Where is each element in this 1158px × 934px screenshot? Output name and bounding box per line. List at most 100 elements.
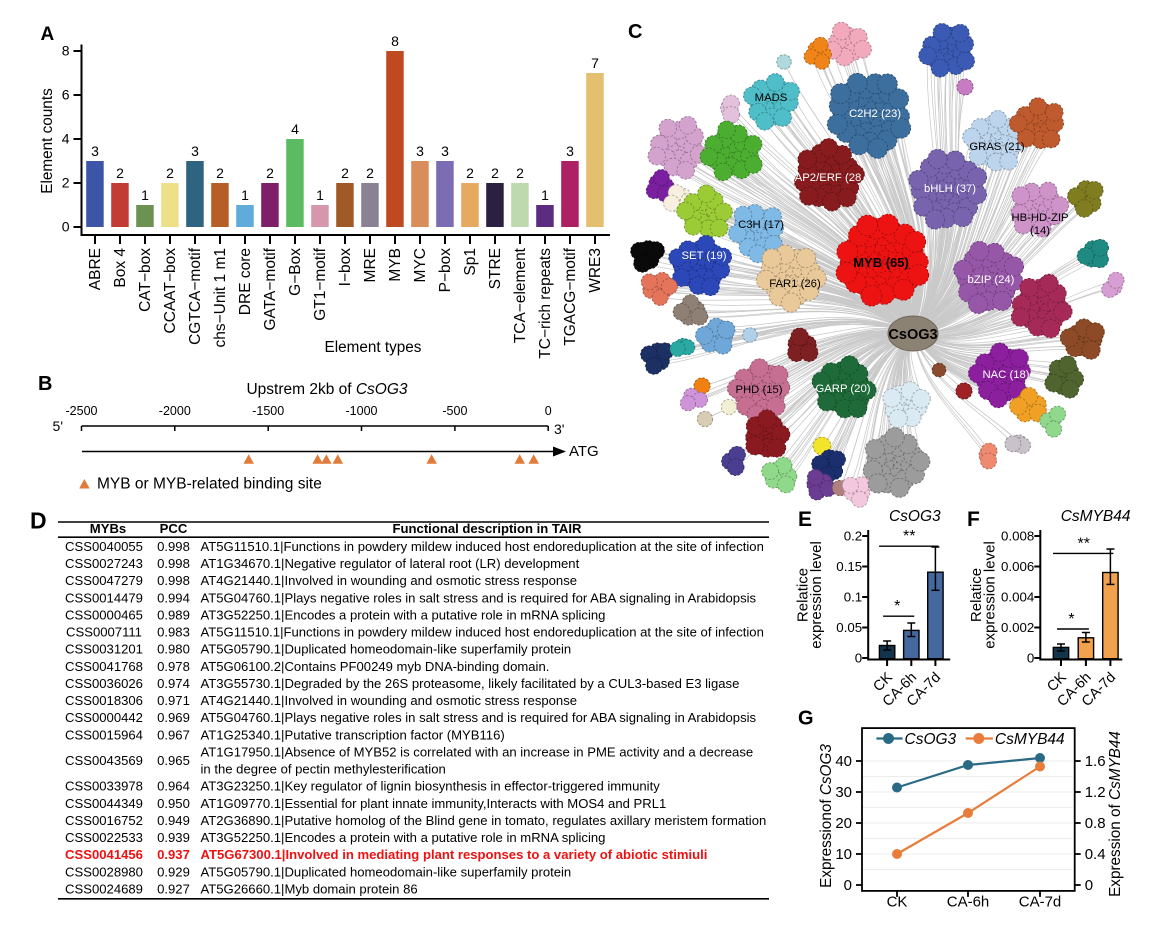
svg-text:-1000: -1000: [346, 404, 378, 418]
svg-text:CsMYB44: CsMYB44: [995, 731, 1065, 748]
svg-text:8: 8: [391, 33, 399, 49]
svg-text:*: *: [1068, 611, 1074, 628]
svg-text:0.983: 0.983: [157, 625, 190, 640]
svg-text:0.969: 0.969: [157, 710, 190, 725]
svg-text:Element types: Element types: [325, 339, 422, 356]
svg-text:CsOG3: CsOG3: [888, 327, 937, 343]
svg-text:E: E: [798, 508, 812, 531]
svg-text:0: 0: [1027, 651, 1034, 666]
svg-text:expression level: expression level: [808, 541, 825, 649]
svg-text:WRE3: WRE3: [587, 248, 604, 293]
svg-text:2: 2: [491, 165, 499, 181]
svg-text:CSS0040055: CSS0040055: [65, 539, 143, 554]
svg-text:F: F: [967, 508, 980, 531]
svg-text:MADS: MADS: [755, 92, 788, 104]
svg-text:AT5G67300.1|Involved in mediat: AT5G67300.1|Involved in mediating plant …: [201, 847, 708, 862]
svg-text:8: 8: [62, 43, 70, 59]
svg-text:CSS0022533: CSS0022533: [65, 830, 143, 845]
svg-text:AT5G11510.1|Functions in powde: AT5G11510.1|Functions in powdery mildew …: [201, 625, 764, 640]
svg-text:AT1G17950.1|Absence of MYB52: AT1G17950.1|Absence of MYB52 is correlat…: [201, 744, 754, 759]
svg-text:Relatice: Relatice: [795, 568, 812, 622]
svg-text:G−Box: G−Box: [287, 248, 304, 296]
svg-text:0.998: 0.998: [157, 539, 190, 554]
svg-text:MYBs: MYBs: [90, 521, 126, 536]
svg-text:CSS0028980: CSS0028980: [65, 864, 143, 879]
svg-text:0.980: 0.980: [157, 642, 190, 657]
svg-text:Functional description in TAIR: Functional description in TAIR: [393, 521, 582, 536]
svg-text:1: 1: [316, 187, 324, 203]
svg-text:CSS0015964: CSS0015964: [65, 727, 143, 742]
svg-text:2: 2: [516, 165, 524, 181]
svg-text:0.967: 0.967: [157, 727, 190, 742]
svg-text:0.949: 0.949: [157, 813, 190, 828]
svg-text:ABRE: ABRE: [87, 248, 104, 290]
svg-text:Expressionof CsOG3: Expressionof CsOG3: [818, 744, 835, 888]
svg-text:G: G: [798, 708, 814, 730]
svg-text:CSS0036026: CSS0036026: [65, 676, 143, 691]
svg-text:0: 0: [62, 219, 70, 235]
svg-text:CA-7d: CA-7d: [1019, 894, 1062, 911]
svg-text:0.998: 0.998: [157, 573, 190, 588]
svg-text:CsMYB44: CsMYB44: [1061, 508, 1131, 525]
svg-text:-2000: -2000: [159, 404, 191, 418]
svg-text:0.965: 0.965: [157, 753, 190, 768]
svg-text:2: 2: [216, 165, 224, 181]
svg-text:4: 4: [291, 121, 299, 137]
svg-text:Relatice: Relatice: [968, 568, 985, 622]
svg-text:3: 3: [191, 143, 199, 159]
svg-text:AT5G05790.1|Duplicated homeodo: AT5G05790.1|Duplicated homeodomain-like …: [201, 642, 572, 657]
svg-text:GATA−motif: GATA−motif: [262, 247, 279, 330]
svg-text:SET (19): SET (19): [682, 250, 727, 262]
svg-text:bZIP (24): bZIP (24): [968, 274, 1015, 286]
svg-text:ATG: ATG: [569, 443, 599, 460]
svg-text:AT3G55730.1|Degraded by the 26: AT3G55730.1|Degraded by the 26S proteaso…: [201, 676, 740, 691]
svg-text:CGTCA−motif: CGTCA−motif: [187, 247, 204, 345]
svg-text:10: 10: [835, 846, 852, 863]
svg-text:-1500: -1500: [252, 404, 284, 418]
svg-text:AT3G52250.1|Encodes a protein: AT3G52250.1|Encodes a protein with a put…: [201, 608, 606, 623]
svg-text:PCC: PCC: [160, 521, 188, 536]
svg-text:CA-6h: CA-6h: [947, 894, 990, 911]
svg-text:0.15: 0.15: [836, 559, 862, 574]
svg-text:MYB (65): MYB (65): [853, 255, 909, 270]
svg-text:0.974: 0.974: [157, 676, 190, 691]
svg-text:1.2: 1.2: [1085, 784, 1106, 801]
svg-text:AT5G26660.1|Myb domain protein: AT5G26660.1|Myb domain protein 86: [201, 881, 418, 896]
svg-text:**: **: [1077, 535, 1089, 552]
svg-text:expression level: expression level: [982, 541, 999, 649]
svg-text:CSS0033978: CSS0033978: [65, 779, 143, 794]
svg-text:0.927: 0.927: [157, 881, 190, 896]
svg-text:30: 30: [835, 784, 852, 801]
svg-text:AT2G36890.1|Putative homolog o: AT2G36890.1|Putative homolog of the Blin…: [201, 813, 767, 828]
svg-text:C: C: [628, 21, 642, 43]
svg-text:chs−Unit 1 m1: chs−Unit 1 m1: [212, 248, 229, 348]
svg-text:TCA−element: TCA−element: [512, 247, 529, 343]
svg-text:CsOG3: CsOG3: [889, 508, 941, 525]
svg-text:AT4G21440.1|Involved in woundi: AT4G21440.1|Involved in wounding and osm…: [201, 693, 578, 708]
svg-text:0.971: 0.971: [157, 693, 190, 708]
svg-text:CSS0041768: CSS0041768: [65, 659, 143, 674]
svg-text:AT5G11510.1|Functions in powde: AT5G11510.1|Functions in powdery mildew …: [201, 539, 764, 554]
svg-text:AT1G09770.1|Essential for plan: AT1G09770.1|Essential for plant innate i…: [201, 796, 667, 811]
svg-text:HB-HD-ZIP: HB-HD-ZIP: [1011, 212, 1068, 224]
svg-text:**: **: [903, 528, 915, 545]
svg-text:5': 5': [53, 418, 63, 434]
svg-text:AT5G06100.2|Contains PF00249 m: AT5G06100.2|Contains PF00249 myb DNA-bin…: [201, 659, 550, 674]
svg-text:(14): (14): [1030, 225, 1050, 237]
svg-text:CAT−box: CAT−box: [137, 248, 154, 312]
svg-text:AT5G04760.1|Plays negative rol: AT5G04760.1|Plays negative roles in salt…: [201, 590, 757, 605]
svg-text:0.004: 0.004: [1001, 590, 1034, 605]
svg-text:0: 0: [855, 651, 862, 666]
svg-text:B: B: [38, 373, 52, 395]
svg-text:CSS0016752: CSS0016752: [65, 813, 143, 828]
svg-text:GT1−motif: GT1−motif: [312, 247, 329, 320]
svg-text:AP2/ERF (28: AP2/ERF (28: [795, 172, 862, 184]
svg-text:CSS0027243: CSS0027243: [65, 556, 143, 571]
svg-text:MYB or MYB-related binding sit: MYB or MYB-related binding site: [97, 476, 322, 493]
svg-text:CSS0000442: CSS0000442: [65, 710, 143, 725]
svg-text:MYC: MYC: [412, 248, 429, 282]
svg-text:CSS0000465: CSS0000465: [65, 608, 143, 623]
svg-text:2: 2: [116, 165, 124, 181]
svg-text:7: 7: [591, 55, 599, 71]
svg-text:Upstrem 2kb of CsOG3: Upstrem 2kb of CsOG3: [246, 381, 407, 398]
